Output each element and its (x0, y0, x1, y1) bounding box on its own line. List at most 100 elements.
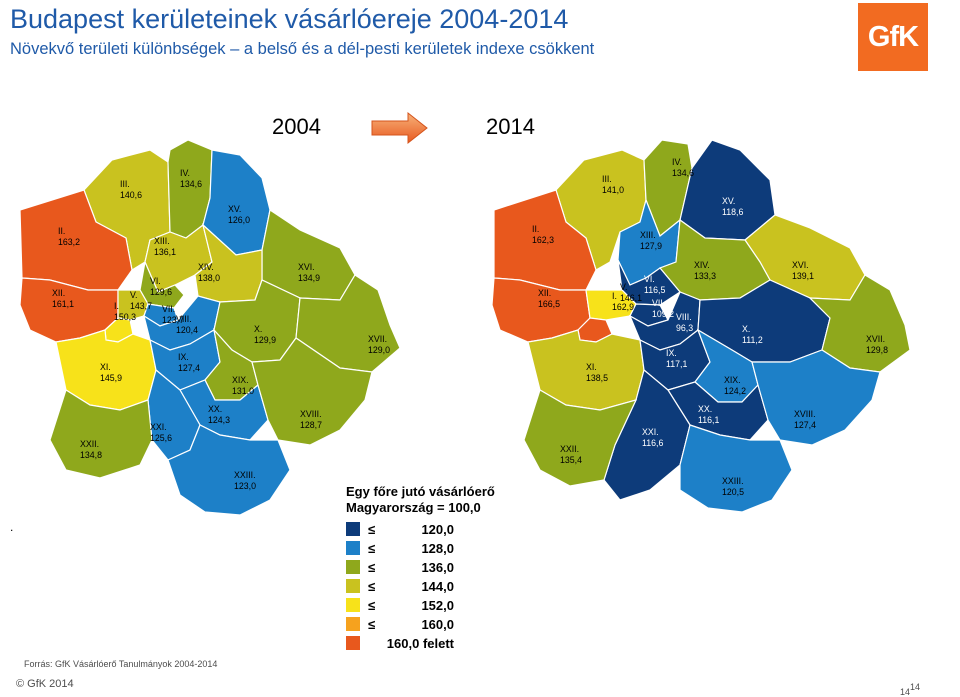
district-value: 138,0 (198, 273, 220, 283)
footer-copyright: © GfK 2014 (16, 678, 74, 690)
district-value: 116,6 (642, 438, 663, 448)
district-name: XXIII. (722, 476, 744, 486)
district-name: VIII. (676, 312, 692, 322)
legend-swatch (346, 541, 360, 555)
district-value: 134,8 (80, 450, 102, 460)
district-name: XXI. (150, 422, 167, 432)
district-area (679, 139, 776, 241)
district-name: II. (532, 224, 539, 234)
district-value: 127,4 (178, 363, 200, 373)
district-name: XII. (52, 288, 65, 298)
district-name: XVII. (368, 334, 387, 344)
legend-swatch (346, 636, 360, 650)
district-name: XXI. (642, 427, 659, 437)
district-value: 129,9 (254, 335, 276, 345)
district-name: VIII. (176, 314, 192, 324)
page-title: Budapest kerületeinek vásárlóereje 2004-… (10, 4, 569, 34)
district-name: XXIII. (234, 470, 256, 480)
legend-swatch (346, 579, 360, 593)
legend-subtitle: Magyarország = 100,0 (346, 500, 481, 515)
legend-operator: ≤ (368, 616, 376, 632)
district-value: 162,9 (612, 302, 634, 312)
legend-operator: ≤ (368, 540, 376, 556)
page-number-main: 14 (910, 682, 921, 692)
legend-swatch (346, 617, 360, 631)
district-value: 134,9 (298, 273, 320, 283)
legend-swatch (346, 522, 360, 536)
district-value: 124,2 (724, 386, 746, 396)
district-value: 128,7 (300, 420, 322, 430)
district-value: 126,0 (228, 215, 250, 225)
district-area (251, 337, 373, 446)
district-name: XIII. (640, 230, 656, 240)
district-name: XII. (538, 288, 551, 298)
district-name: V. (620, 282, 628, 292)
district-value: 134,6 (672, 168, 694, 178)
district-value: 143,7 (130, 301, 152, 311)
district-value: 161,1 (52, 299, 74, 309)
district-value: 129,6 (150, 287, 172, 297)
map-2014: III.141,0IV.134,6II.162,3XV.118,6XIII.12… (491, 139, 911, 513)
page-number-small: 14 (900, 687, 911, 697)
district-name: XVI. (298, 262, 315, 272)
legend-operator: ≤ (368, 578, 376, 594)
legend-row: ≤144,0 (346, 578, 454, 594)
legend-row: ≤128,0 (346, 540, 454, 556)
district-value: 116,5 (644, 285, 665, 295)
district-value: 146,1 (620, 293, 642, 303)
legend-operator: ≤ (368, 521, 376, 537)
district-name: IX. (178, 352, 189, 362)
district-value: 162,3 (532, 235, 554, 245)
district-name: IX. (666, 348, 677, 358)
district-name: X. (742, 324, 750, 334)
district-name: XIII. (154, 236, 170, 246)
page-subtitle: Növekvő területi különbségek – a belső é… (10, 40, 595, 58)
arrow-icon (371, 111, 428, 145)
legend-row: ≤152,0 (346, 597, 454, 613)
district-value: 109,2 (652, 309, 674, 319)
district-name: XVII. (866, 334, 885, 344)
legend-title: Egy főre jutó vásárlóerő (346, 484, 495, 499)
legend-value: 128,0 (421, 540, 454, 556)
district-name: XVIII. (794, 409, 816, 419)
district-name: VII. (162, 304, 175, 314)
district-value: 163,2 (58, 237, 80, 247)
district-name: XIV. (694, 260, 710, 270)
legend-operator: ≤ (368, 597, 376, 613)
district-value: 136,1 (154, 247, 176, 257)
district-value: 139,1 (792, 271, 814, 281)
district-value: 120,4 (176, 325, 198, 335)
district-area (167, 424, 291, 516)
district-name: XV. (722, 196, 735, 206)
district-name: X. (254, 324, 262, 334)
district-name: XIX. (724, 375, 741, 385)
page-number: 1414 (900, 676, 921, 697)
year-from-label: 2004 (272, 114, 321, 139)
district-name: XXII. (80, 439, 99, 449)
district-value: 129,0 (368, 345, 390, 355)
legend-row: ≤120,0 (346, 521, 454, 537)
legend-value: 120,0 (421, 521, 454, 537)
map-2004: III.140,6IV.134,6II.163,2XV.126,0XIII.13… (19, 139, 401, 516)
district-name: XIV. (198, 262, 214, 272)
legend-swatch (346, 598, 360, 612)
district-name: VII. (652, 298, 665, 308)
district-name: I. (612, 291, 617, 301)
district-name: XV. (228, 204, 241, 214)
district-value: 127,4 (794, 420, 816, 430)
district-value: 129,8 (866, 345, 888, 355)
district-area (808, 274, 911, 373)
source-note: Forrás: GfK Vásárlóerő Tanulmányok 2004-… (24, 659, 218, 669)
district-value: 150,3 (114, 312, 136, 322)
legend-value: 160,0 felett (386, 635, 454, 651)
district-value: 127,9 (640, 241, 662, 251)
district-name: XX. (208, 404, 222, 414)
district-area (49, 389, 153, 479)
district-name: V. (130, 290, 138, 300)
district-value: 118,6 (722, 207, 743, 217)
legend-row: ≤160,0 (346, 616, 454, 632)
district-name: XXII. (560, 444, 579, 454)
district-name: XVIII. (300, 409, 322, 419)
district-value: 140,6 (120, 190, 142, 200)
district-value: 123,0 (234, 481, 256, 491)
